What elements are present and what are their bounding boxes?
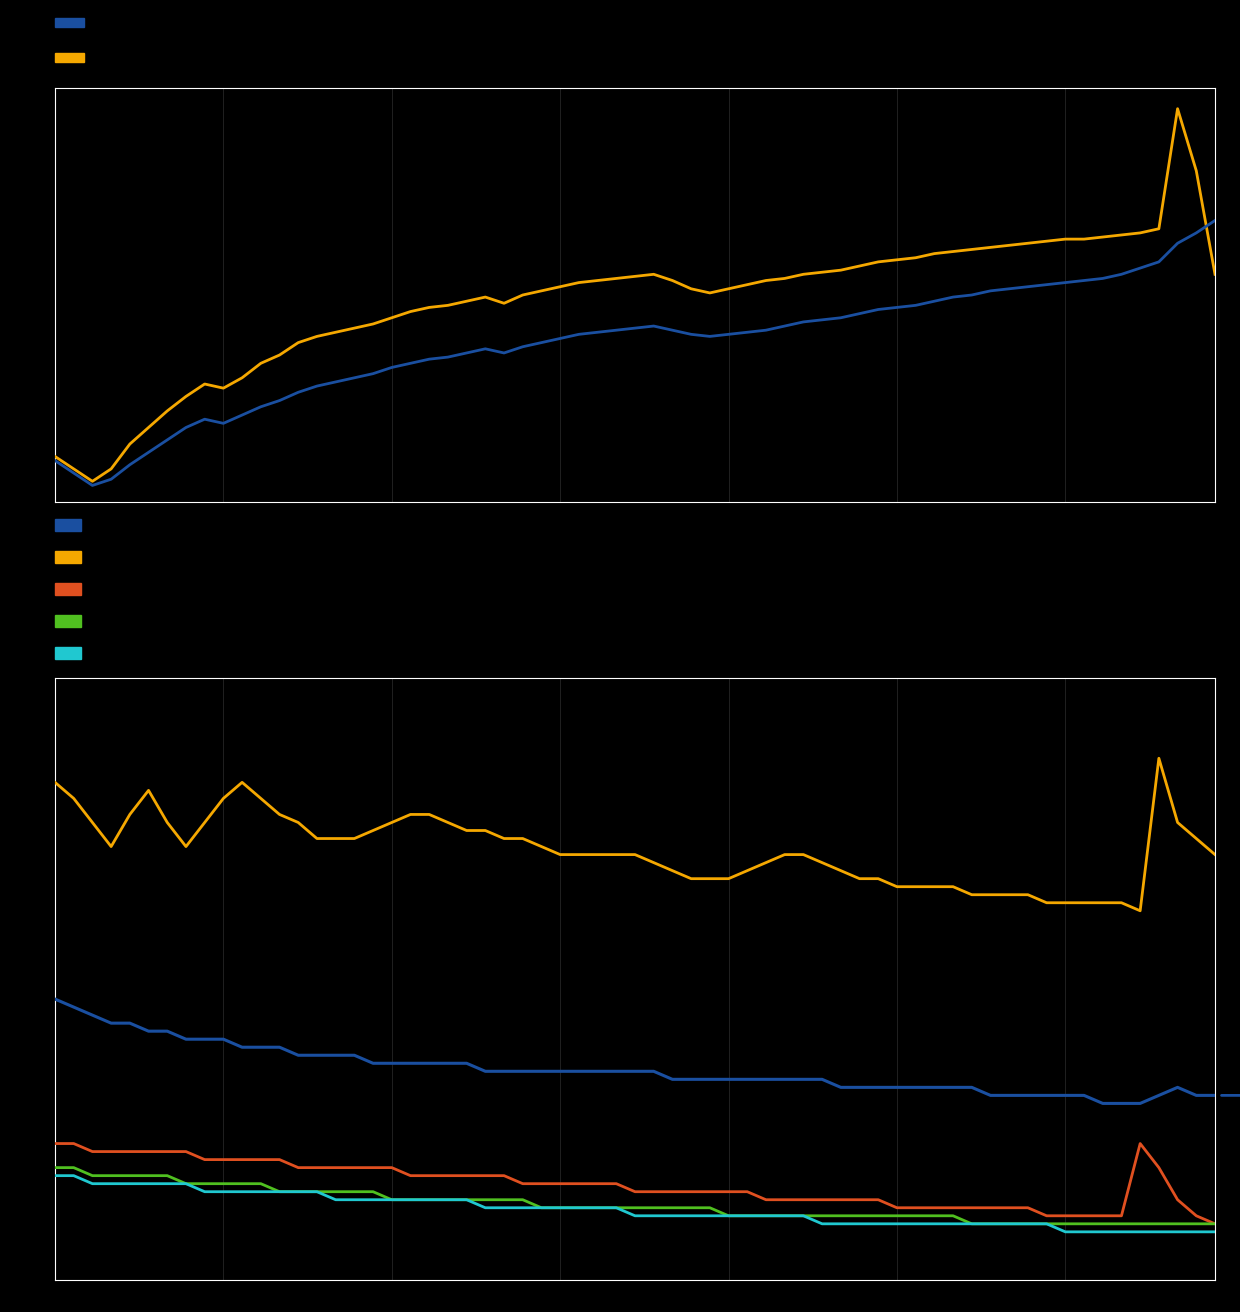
Bar xyxy=(55,520,81,531)
Bar xyxy=(55,551,81,563)
Bar xyxy=(55,18,84,26)
Bar xyxy=(55,614,81,627)
Bar xyxy=(55,583,81,594)
Bar xyxy=(55,647,81,659)
Bar xyxy=(55,54,84,62)
